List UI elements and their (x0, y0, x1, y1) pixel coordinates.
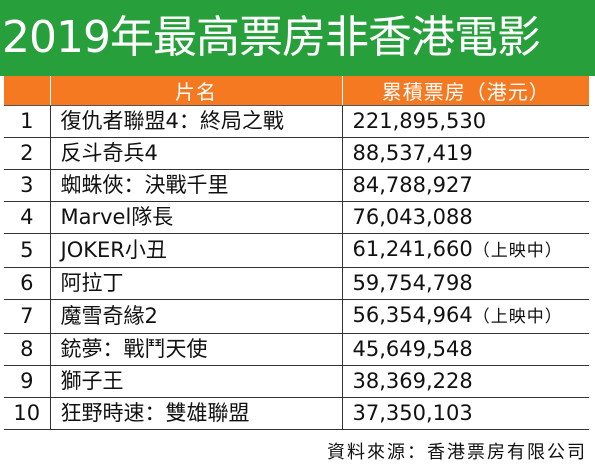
table-row: 8 銃夢：戰鬥天使 45,649,548 (4, 333, 589, 366)
box-office-table-container: 片名 累積票房（港元） 1 復仇者聯盟4：終局之戰 221,895,530 2 反斗奇兵… (4, 76, 589, 430)
gross-value: 59,754,798 (352, 271, 473, 295)
gross-value: 37,350,103 (352, 401, 473, 425)
film-title-cell: 反斗奇兵4 (49, 137, 342, 170)
film-title-cell: 蜘蛛俠：決戰千里 (49, 169, 342, 202)
gross-cell: 56,354,964（上映中） (341, 299, 589, 334)
gross-cell: 76,043,088 (341, 201, 589, 234)
rank-cell: 9 (4, 365, 50, 398)
gross-cell: 38,369,228 (341, 365, 589, 398)
film-title-cell: 魔雪奇緣2 (49, 299, 342, 334)
showing-status-note: （上映中） (472, 307, 563, 327)
gross-cell: 84,788,927 (341, 169, 589, 202)
rank-cell: 1 (4, 105, 50, 138)
gross-value: 84,788,927 (352, 173, 473, 197)
gross-value: 45,649,548 (352, 337, 473, 361)
rank-cell: 3 (4, 169, 50, 202)
film-title-cell: 獅子王 (49, 365, 342, 398)
page-title: 2019年最高票房非香港電影 (2, 12, 541, 63)
film-title-cell: 阿拉丁 (49, 267, 342, 300)
rank-cell: 4 (4, 201, 50, 234)
gross-cell: 221,895,530 (341, 105, 589, 138)
gross-value: 88,537,419 (352, 141, 473, 165)
table-row: 7 魔雪奇緣2 56,354,964（上映中） (4, 299, 589, 334)
gross-value: 61,241,660 (352, 237, 473, 261)
header-gross: 累積票房（港元） (341, 76, 589, 106)
gross-value: 56,354,964 (352, 303, 473, 327)
rank-cell: 7 (4, 299, 50, 334)
table-row: 10 狂野時速：雙雄聯盟 37,350,103 (4, 397, 589, 430)
gross-cell: 37,350,103 (341, 397, 589, 430)
rank-cell: 8 (4, 333, 50, 366)
header-rank (4, 76, 50, 106)
rank-cell: 2 (4, 137, 50, 170)
rank-cell: 6 (4, 267, 50, 300)
table-row: 3 蜘蛛俠：決戰千里 84,788,927 (4, 169, 589, 202)
gross-value: 221,895,530 (352, 109, 487, 133)
gross-cell: 61,241,660（上映中） (341, 233, 589, 268)
title-banner: 2019年最高票房非香港電影 (0, 0, 595, 76)
film-title-cell: 銃夢：戰鬥天使 (49, 333, 342, 366)
showing-status-note: （上映中） (472, 241, 563, 261)
gross-value: 38,369,228 (352, 369, 473, 393)
table-header-row: 片名 累積票房（港元） (4, 76, 589, 106)
table-row: 2 反斗奇兵4 88,537,419 (4, 137, 589, 170)
table-row: 4 Marvel隊長 76,043,088 (4, 201, 589, 234)
header-title: 片名 (49, 76, 342, 106)
rank-cell: 10 (4, 397, 50, 430)
table-row: 5 JOKER小丑 61,241,660（上映中） (4, 233, 589, 268)
table-row: 1 復仇者聯盟4：終局之戰 221,895,530 (4, 105, 589, 138)
film-title-cell: Marvel隊長 (49, 201, 342, 234)
table-row: 6 阿拉丁 59,754,798 (4, 267, 589, 300)
gross-cell: 88,537,419 (341, 137, 589, 170)
film-title-cell: 狂野時速：雙雄聯盟 (49, 397, 342, 430)
box-office-table: 片名 累積票房（港元） 1 復仇者聯盟4：終局之戰 221,895,530 2 反斗奇兵… (4, 76, 589, 430)
film-title-cell: 復仇者聯盟4：終局之戰 (49, 105, 342, 138)
table-row: 9 獅子王 38,369,228 (4, 365, 589, 398)
gross-value: 76,043,088 (352, 205, 473, 229)
source-credit: 資料來源：香港票房有限公司 (327, 442, 587, 463)
film-title-cell: JOKER小丑 (49, 233, 342, 268)
rank-cell: 5 (4, 233, 50, 268)
gross-cell: 45,649,548 (341, 333, 589, 366)
gross-cell: 59,754,798 (341, 267, 589, 300)
